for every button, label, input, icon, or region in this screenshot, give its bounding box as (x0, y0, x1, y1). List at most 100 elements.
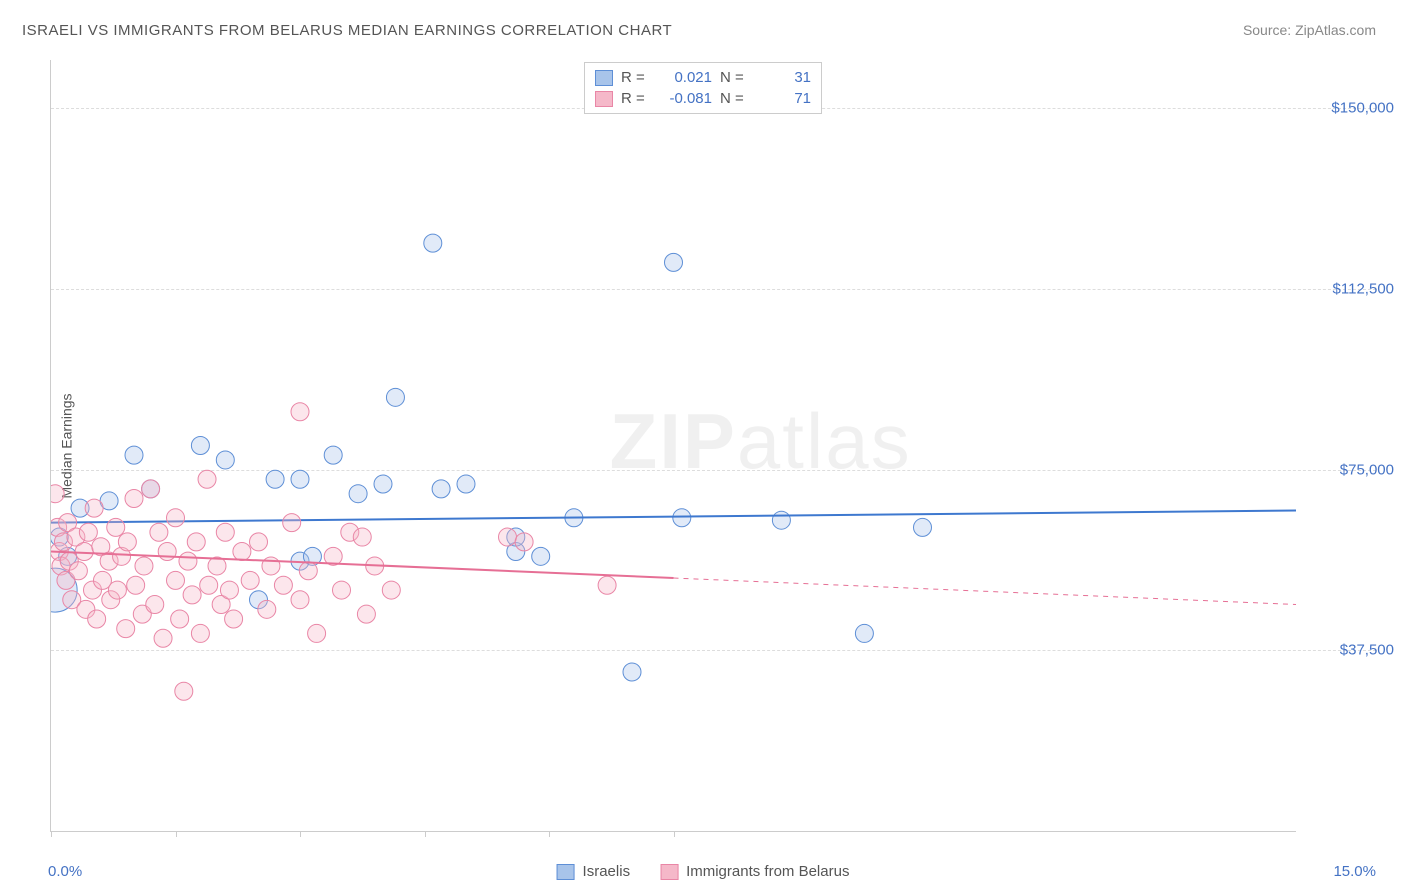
data-point (274, 576, 292, 594)
data-point (598, 576, 616, 594)
x-min-label: 0.0% (48, 863, 82, 880)
data-point (357, 605, 375, 623)
data-point (200, 576, 218, 594)
data-point (233, 543, 251, 561)
r-value-israelis: 0.021 (657, 69, 712, 86)
x-tick (176, 831, 177, 837)
r-label: R = (621, 69, 649, 86)
data-point (118, 533, 136, 551)
trend-line-extrapolated (674, 578, 1297, 605)
data-point (349, 485, 367, 503)
data-point (146, 596, 164, 614)
x-max-label: 15.0% (1333, 863, 1376, 880)
y-tick-label: $37,500 (1340, 642, 1394, 659)
data-point (51, 485, 64, 503)
chart-title: ISRAELI VS IMMIGRANTS FROM BELARUS MEDIA… (22, 22, 672, 39)
legend-row-belarus: R = -0.081 N = 71 (595, 88, 811, 109)
data-point (308, 624, 326, 642)
data-point (457, 475, 475, 493)
data-point (183, 586, 201, 604)
data-point (175, 682, 193, 700)
x-tick (300, 831, 301, 837)
source-label: Source: ZipAtlas.com (1243, 22, 1376, 38)
data-point (191, 624, 209, 642)
data-point (432, 480, 450, 498)
data-point (179, 552, 197, 570)
data-point (187, 533, 205, 551)
data-point (125, 490, 143, 508)
data-point (135, 557, 153, 575)
n-value-israelis: 31 (756, 69, 811, 86)
swatch-israelis-icon (557, 864, 575, 880)
data-point (198, 470, 216, 488)
y-tick-label: $150,000 (1331, 100, 1394, 117)
data-point (855, 624, 873, 642)
n-label: N = (720, 90, 748, 107)
data-point (299, 562, 317, 580)
swatch-belarus (595, 91, 613, 107)
data-point (532, 547, 550, 565)
data-point (772, 511, 790, 529)
data-point (220, 581, 238, 599)
n-value-belarus: 71 (756, 90, 811, 107)
n-label: N = (720, 69, 748, 86)
data-point (283, 514, 301, 532)
data-point (167, 509, 185, 527)
data-point (353, 528, 371, 546)
data-point (216, 451, 234, 469)
x-tick (674, 831, 675, 837)
data-point (150, 523, 168, 541)
data-point (291, 403, 309, 421)
data-point (79, 523, 97, 541)
data-point (250, 533, 268, 551)
data-point (117, 620, 135, 638)
data-point (386, 388, 404, 406)
data-point (158, 543, 176, 561)
data-point (88, 610, 106, 628)
data-point (914, 518, 932, 536)
scatter-svg (51, 60, 1296, 831)
data-point (69, 562, 87, 580)
data-point (258, 600, 276, 618)
data-point (291, 470, 309, 488)
x-tick (425, 831, 426, 837)
data-point (127, 576, 145, 594)
r-value-belarus: -0.081 (657, 90, 712, 107)
data-point (382, 581, 400, 599)
data-point (623, 663, 641, 681)
data-point (266, 470, 284, 488)
data-point (108, 581, 126, 599)
legend-item-belarus: Immigrants from Belarus (660, 863, 849, 880)
legend-label-belarus: Immigrants from Belarus (686, 863, 849, 880)
data-point (374, 475, 392, 493)
data-point (125, 446, 143, 464)
correlation-legend: R = 0.021 N = 31 R = -0.081 N = 71 (584, 62, 822, 114)
x-tick (51, 831, 52, 837)
data-point (171, 610, 189, 628)
legend-row-israelis: R = 0.021 N = 31 (595, 67, 811, 88)
data-point (216, 523, 234, 541)
data-point (499, 528, 517, 546)
series-legend: Israelis Immigrants from Belarus (557, 863, 850, 880)
data-point (167, 571, 185, 589)
y-tick-label: $112,500 (1333, 280, 1394, 297)
data-point (515, 533, 533, 551)
data-point (142, 480, 160, 498)
legend-item-israelis: Israelis (557, 863, 631, 880)
swatch-belarus-icon (660, 864, 678, 880)
legend-label-israelis: Israelis (583, 863, 631, 880)
data-point (75, 543, 93, 561)
data-point (85, 499, 103, 517)
data-point (154, 629, 172, 647)
x-tick (549, 831, 550, 837)
data-point (291, 591, 309, 609)
chart-plot-area: ZIPatlas (50, 60, 1296, 832)
y-tick-label: $75,000 (1340, 461, 1394, 478)
swatch-israelis (595, 70, 613, 86)
data-point (333, 581, 351, 599)
data-point (424, 234, 442, 252)
data-point (673, 509, 691, 527)
data-point (225, 610, 243, 628)
data-point (191, 437, 209, 455)
data-point (665, 253, 683, 271)
